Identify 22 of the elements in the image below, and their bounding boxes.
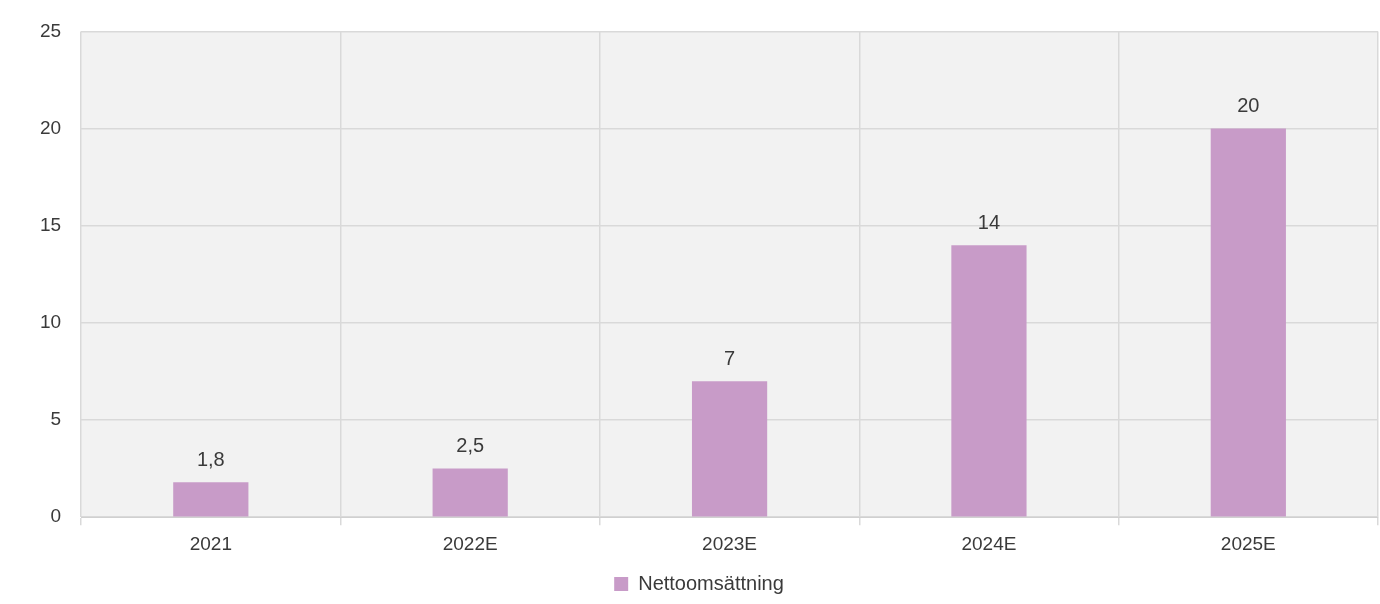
x-tick-label: 2021: [189, 532, 232, 554]
y-tick-label: 25: [39, 19, 62, 41]
bar: [432, 468, 508, 517]
x-tick-label: 2025E: [1220, 532, 1276, 554]
y-tick-label: 10: [39, 311, 62, 333]
x-tick-label: 2023E: [702, 532, 758, 554]
data-label: 7: [724, 346, 736, 369]
data-label: 2,5: [456, 434, 485, 457]
legend-label: Nettoomsättning: [638, 571, 784, 594]
y-tick-label: 5: [50, 408, 62, 430]
bar: [951, 245, 1027, 517]
bar: [173, 482, 249, 517]
data-label: 1,8: [196, 447, 225, 470]
y-tick-label: 0: [50, 505, 62, 527]
bar: [1210, 128, 1286, 517]
data-label: 14: [977, 210, 1001, 233]
y-tick-label: 20: [39, 116, 62, 138]
data-label: 20: [1237, 94, 1260, 117]
x-tick-label: 2024E: [961, 532, 1017, 554]
y-tick-label: 15: [39, 213, 62, 235]
bar: [691, 381, 768, 517]
x-tick-label: 2022E: [442, 532, 498, 554]
